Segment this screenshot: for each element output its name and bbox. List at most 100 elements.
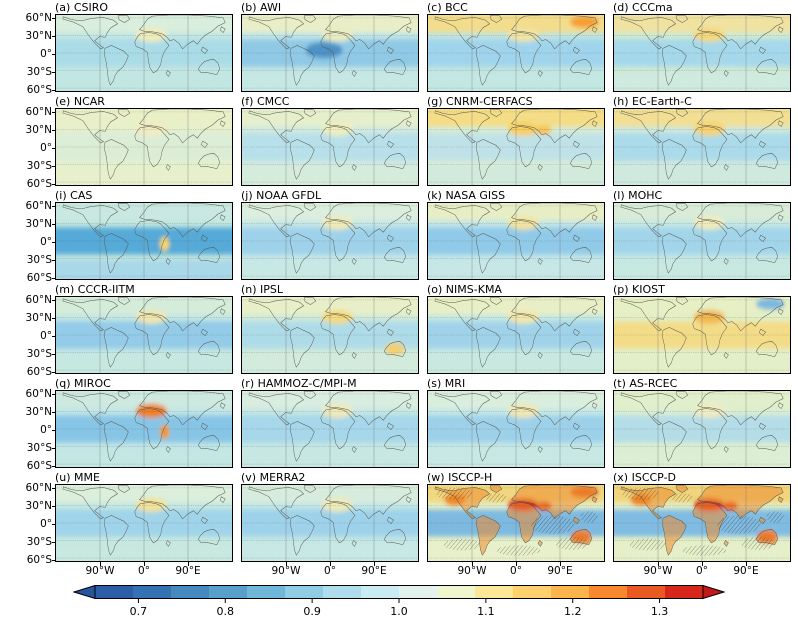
lat-tick-mark <box>52 224 56 225</box>
world-map-svg <box>56 485 232 561</box>
panel-as-rcec: (t) AS-RCEC <box>613 377 791 468</box>
panel-bcc: (c) BCC <box>427 1 605 92</box>
panel-grid: (a) CSIRO 60°N 30°N 0° 30°S 60°S (b) AWI (c) BC… <box>26 1 791 577</box>
map-mohc <box>613 202 791 280</box>
lat-tick-mark <box>52 278 56 279</box>
lat-tick-label: 30°N <box>25 406 52 418</box>
lat-tick-label: 60°S <box>26 178 52 190</box>
panel-row-1: (a) CSIRO 60°N 30°N 0° 30°S 60°S (b) AWI (c) BC… <box>26 1 791 95</box>
lat-tick-mark <box>52 242 56 243</box>
panel-label-isccp-d: (x) ISCCP-D <box>613 471 677 484</box>
world-map-svg <box>56 109 232 185</box>
lat-tick-label: 60°S <box>26 84 52 96</box>
panel-label-miroc: (q) MIROC <box>55 377 111 390</box>
panel-label-mri: (s) MRI <box>427 377 466 390</box>
lat-tick-mark <box>52 260 56 261</box>
lat-tick-label: 60°S <box>26 554 52 566</box>
accent-sahara <box>507 309 539 324</box>
gridlines <box>56 297 232 373</box>
lon-tick-mark <box>188 561 189 566</box>
lat-tick-label: 60°N <box>25 200 52 212</box>
gridlines <box>56 391 232 467</box>
lat-tick-label: 60°N <box>25 12 52 24</box>
world-map-svg <box>428 391 604 467</box>
lat-tick-mark <box>52 412 56 413</box>
lat-tick-label: 30°N <box>25 500 52 512</box>
panel-label-cas: (i) CAS <box>55 189 93 202</box>
lon-tick-label: 90°E <box>547 565 573 577</box>
lon-tick-mark <box>330 561 331 566</box>
lat-tick-label: 0° <box>40 518 52 530</box>
lon-tick-label: 90°E <box>361 565 387 577</box>
world-map-svg <box>428 109 604 185</box>
lat-tick-label: 30°S <box>26 254 52 266</box>
lon-tick-mark <box>658 561 659 566</box>
colorbar-tick-label: 1.0 <box>390 605 408 618</box>
world-map-svg <box>428 485 604 561</box>
accent-sahara <box>135 121 167 136</box>
lon-tick-label: 0° <box>510 565 522 577</box>
panel-label-ec-earth-c: (h) EC-Earth-C <box>613 95 692 108</box>
map-ec-earth-c <box>613 108 791 186</box>
panel-label-as-rcec: (t) AS-RCEC <box>613 377 678 390</box>
world-map-svg <box>614 485 790 561</box>
lon-tick-mark <box>560 561 561 566</box>
panel-row-2: (e) NCAR 60°N 30°N 0° 30°S 60°S (f) CMCC (g) CN… <box>26 95 791 189</box>
lat-tick-label: 30°N <box>25 124 52 136</box>
world-map-svg <box>242 109 418 185</box>
lon-tick-mark <box>100 561 101 566</box>
panel-mohc: (l) MOHC <box>613 189 791 280</box>
accent-mideast <box>536 125 552 135</box>
lat-tick-mark <box>52 466 56 467</box>
world-map-svg <box>56 297 232 373</box>
gridlines <box>242 297 418 373</box>
world-map-svg <box>242 485 418 561</box>
world-map-svg <box>614 297 790 373</box>
lat-tick-label: 30°S <box>26 442 52 454</box>
colorbar-tick-label: 0.7 <box>130 605 148 618</box>
lat-tick-mark <box>52 184 56 185</box>
accent-e-africa <box>159 424 170 439</box>
panel-label-ncar: (e) NCAR <box>55 95 105 108</box>
panel-row-3: (i) CAS 60°N 30°N 0° 30°S 60°S (j) NOAA GFDL (k… <box>26 189 791 283</box>
world-map-svg <box>614 391 790 467</box>
colorbar-left-arrow <box>72 584 96 600</box>
panel-csiro: (a) CSIRO 60°N 30°N 0° 30°S 60°S <box>26 1 233 95</box>
world-map-svg <box>242 297 418 373</box>
gridlines <box>614 297 790 373</box>
lat-tick-mark <box>52 112 56 113</box>
panel-awi: (b) AWI <box>241 1 419 92</box>
map-ncar: 60°N 30°N 0° 30°S 60°S <box>26 107 233 189</box>
map-mme: 60°N 30°N 0° 30°S 60°S 90°W 0° 90°E <box>26 483 233 577</box>
lat-tick-mark <box>52 72 56 73</box>
accent-sahara <box>693 309 725 324</box>
gridlines <box>614 109 790 185</box>
panel-label-nasa-giss: (k) NASA GISS <box>427 189 506 202</box>
map-ipsl <box>241 296 419 374</box>
panel-row-6: (u) MME 60°N 30°N 0° 30°S 60°S 90°W 0° 90°E (v) M… <box>26 471 791 577</box>
accent-sahara <box>507 27 539 42</box>
lon-tick-label: 90°E <box>733 565 759 577</box>
panel-cnrm-cerfacs: (g) CNRM-CERFACS <box>427 95 605 186</box>
lat-tick-mark <box>52 430 56 431</box>
lat-tick-label: 0° <box>40 424 52 436</box>
accent-sahara <box>693 403 725 418</box>
panel-label-isccp-h: (w) ISCCP-H <box>427 471 493 484</box>
accent-sahara <box>507 403 539 418</box>
panel-row-5: (q) MIROC 60°N 30°N 0° 30°S 60°S (r) HAMMOZ-C/… <box>26 377 791 471</box>
map-cas: 60°N 30°N 0° 30°S 60°S <box>26 201 233 283</box>
panel-label-mme: (u) MME <box>55 471 100 484</box>
world-map-svg <box>56 15 232 91</box>
lat-tick-mark <box>52 354 56 355</box>
colorbar-tick-label: 0.9 <box>303 605 321 618</box>
gridlines <box>428 15 604 91</box>
colorbar-tick-label: 1.2 <box>564 605 582 618</box>
lon-tick-mark <box>144 561 145 566</box>
world-map-svg <box>614 203 790 279</box>
gridlines <box>242 15 418 91</box>
accent-sahara <box>693 121 725 136</box>
accent-sahara <box>507 121 539 136</box>
map-awi <box>241 14 419 92</box>
lat-tick-label: 30°S <box>26 66 52 78</box>
